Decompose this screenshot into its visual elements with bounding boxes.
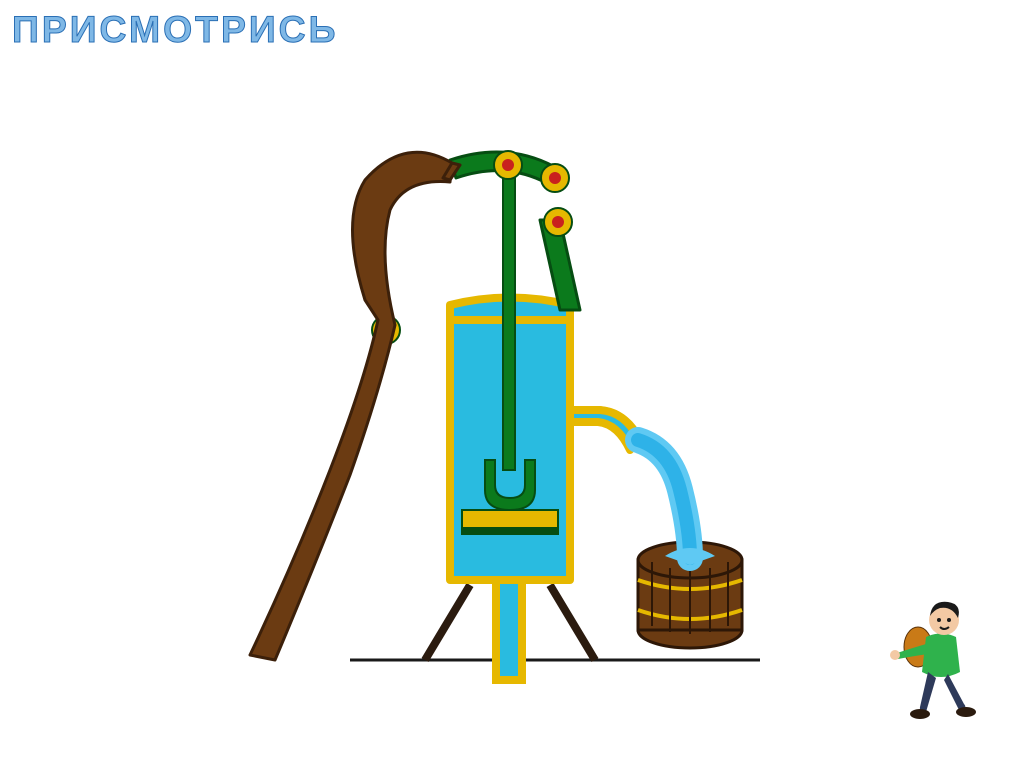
hand-pump-diagram: [200, 20, 820, 720]
boy-character-icon: [886, 592, 996, 732]
